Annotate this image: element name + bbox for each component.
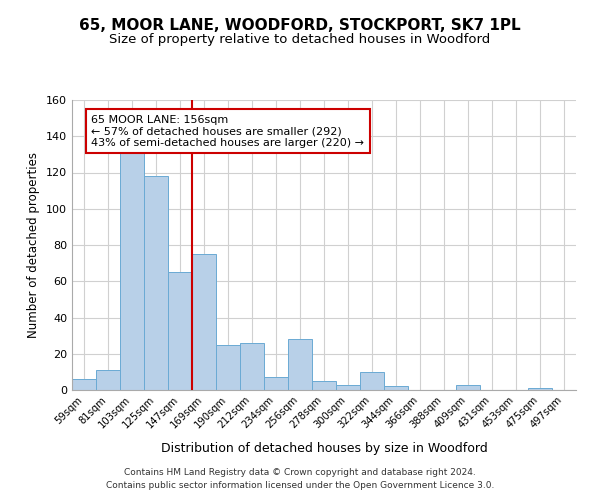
Bar bbox=[264, 378, 288, 390]
Bar bbox=[144, 176, 168, 390]
Bar bbox=[288, 339, 312, 390]
Text: 65, MOOR LANE, WOODFORD, STOCKPORT, SK7 1PL: 65, MOOR LANE, WOODFORD, STOCKPORT, SK7 … bbox=[79, 18, 521, 32]
Text: Contains public sector information licensed under the Open Government Licence 3.: Contains public sector information licen… bbox=[106, 480, 494, 490]
Bar bbox=[168, 272, 192, 390]
X-axis label: Distribution of detached houses by size in Woodford: Distribution of detached houses by size … bbox=[161, 442, 487, 454]
Text: Size of property relative to detached houses in Woodford: Size of property relative to detached ho… bbox=[109, 32, 491, 46]
Bar bbox=[216, 344, 240, 390]
Bar bbox=[528, 388, 552, 390]
Bar bbox=[360, 372, 384, 390]
Bar bbox=[120, 151, 144, 390]
Bar bbox=[72, 379, 96, 390]
Bar bbox=[192, 254, 216, 390]
Bar bbox=[312, 381, 336, 390]
Bar bbox=[456, 384, 480, 390]
Bar bbox=[336, 384, 360, 390]
Bar bbox=[96, 370, 120, 390]
Bar bbox=[384, 386, 408, 390]
Text: 65 MOOR LANE: 156sqm
← 57% of detached houses are smaller (292)
43% of semi-deta: 65 MOOR LANE: 156sqm ← 57% of detached h… bbox=[91, 114, 364, 148]
Text: Contains HM Land Registry data © Crown copyright and database right 2024.: Contains HM Land Registry data © Crown c… bbox=[124, 468, 476, 477]
Bar bbox=[240, 343, 264, 390]
Y-axis label: Number of detached properties: Number of detached properties bbox=[28, 152, 40, 338]
